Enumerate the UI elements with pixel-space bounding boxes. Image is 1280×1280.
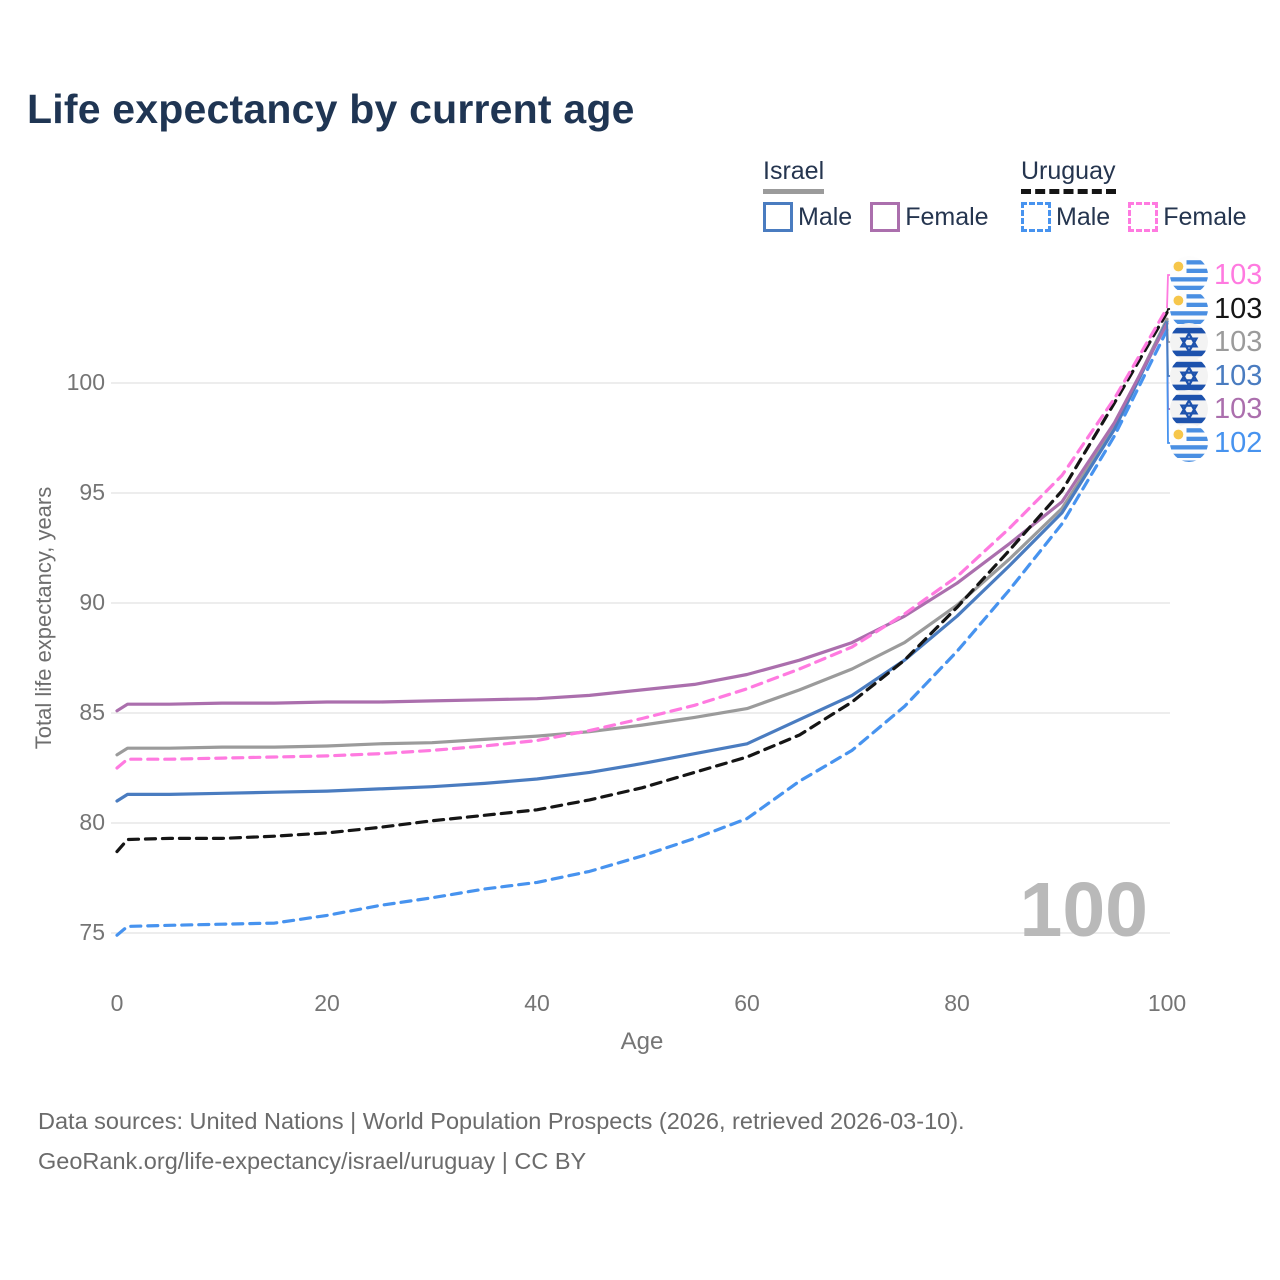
legend-country-uruguay[interactable]: Uruguay — [1021, 157, 1116, 194]
legend-item-israel-female[interactable]: Female — [870, 202, 989, 232]
israel-flag-icon — [1170, 323, 1208, 361]
end-label-row: 102 — [1170, 424, 1262, 462]
end-label-row: 103 — [1170, 390, 1262, 428]
legend-group-uruguay: Uruguay Male Female — [1021, 157, 1247, 232]
legend-label: Male — [798, 202, 853, 231]
uruguay-male-swatch-icon — [1021, 202, 1051, 232]
x-tick-label: 40 — [524, 990, 550, 1016]
end-label-value: 103 — [1214, 258, 1263, 291]
uruguay-flag-icon — [1170, 424, 1208, 462]
x-tick-label: 80 — [944, 990, 970, 1016]
y-tick-label: 80 — [79, 809, 105, 835]
uruguay-female-swatch-icon — [1128, 202, 1159, 232]
legend-label: Female — [1163, 202, 1247, 231]
x-tick-label: 20 — [314, 990, 340, 1016]
israel-male-swatch-icon — [763, 202, 793, 232]
y-tick-label: 75 — [79, 919, 105, 945]
y-tick-label: 85 — [79, 699, 105, 725]
x-tick-label: 100 — [1147, 990, 1187, 1016]
legend-label: Male — [1056, 202, 1111, 231]
y-tick-label: 95 — [79, 479, 105, 505]
end-label-row: 103 — [1170, 290, 1262, 328]
end-label-value: 103 — [1214, 325, 1263, 358]
legend-group-israel: Israel Male Female — [763, 157, 989, 232]
legend-item-uruguay-male[interactable]: Male — [1021, 202, 1110, 232]
legend-item-israel-male[interactable]: Male — [763, 202, 852, 232]
x-tick-label: 60 — [734, 990, 760, 1016]
end-label-row: 103 — [1170, 357, 1262, 395]
y-tick-label: 90 — [79, 589, 105, 615]
x-axis-title: Age — [620, 1028, 664, 1055]
end-label-value: 103 — [1214, 359, 1263, 392]
israel-flag-icon — [1170, 390, 1208, 428]
legend-country-israel[interactable]: Israel — [763, 157, 825, 194]
footer-data-sources: Data sources: United Nations | World Pop… — [38, 1108, 965, 1134]
end-label-value: 103 — [1214, 292, 1263, 325]
legend-label: Female — [905, 202, 989, 231]
x-tick-label: 0 — [110, 990, 124, 1016]
end-label-row: 103 — [1170, 256, 1262, 294]
end-label-row: 103 — [1170, 323, 1262, 361]
footer-attribution: GeoRank.org/life-expectancy/israel/urugu… — [38, 1148, 587, 1174]
age-counter-watermark: 100 — [1019, 867, 1148, 953]
israel-female-swatch-icon — [870, 202, 901, 232]
y-axis-title: Total life expectancy, years — [31, 486, 56, 750]
end-label-value: 103 — [1214, 392, 1263, 425]
end-label-value: 102 — [1214, 426, 1263, 459]
uruguay-flag-icon — [1170, 256, 1208, 294]
legend-item-uruguay-female[interactable]: Female — [1128, 202, 1247, 232]
chart-title: Life expectancy by current age — [27, 86, 635, 132]
y-tick-label: 100 — [66, 369, 105, 395]
